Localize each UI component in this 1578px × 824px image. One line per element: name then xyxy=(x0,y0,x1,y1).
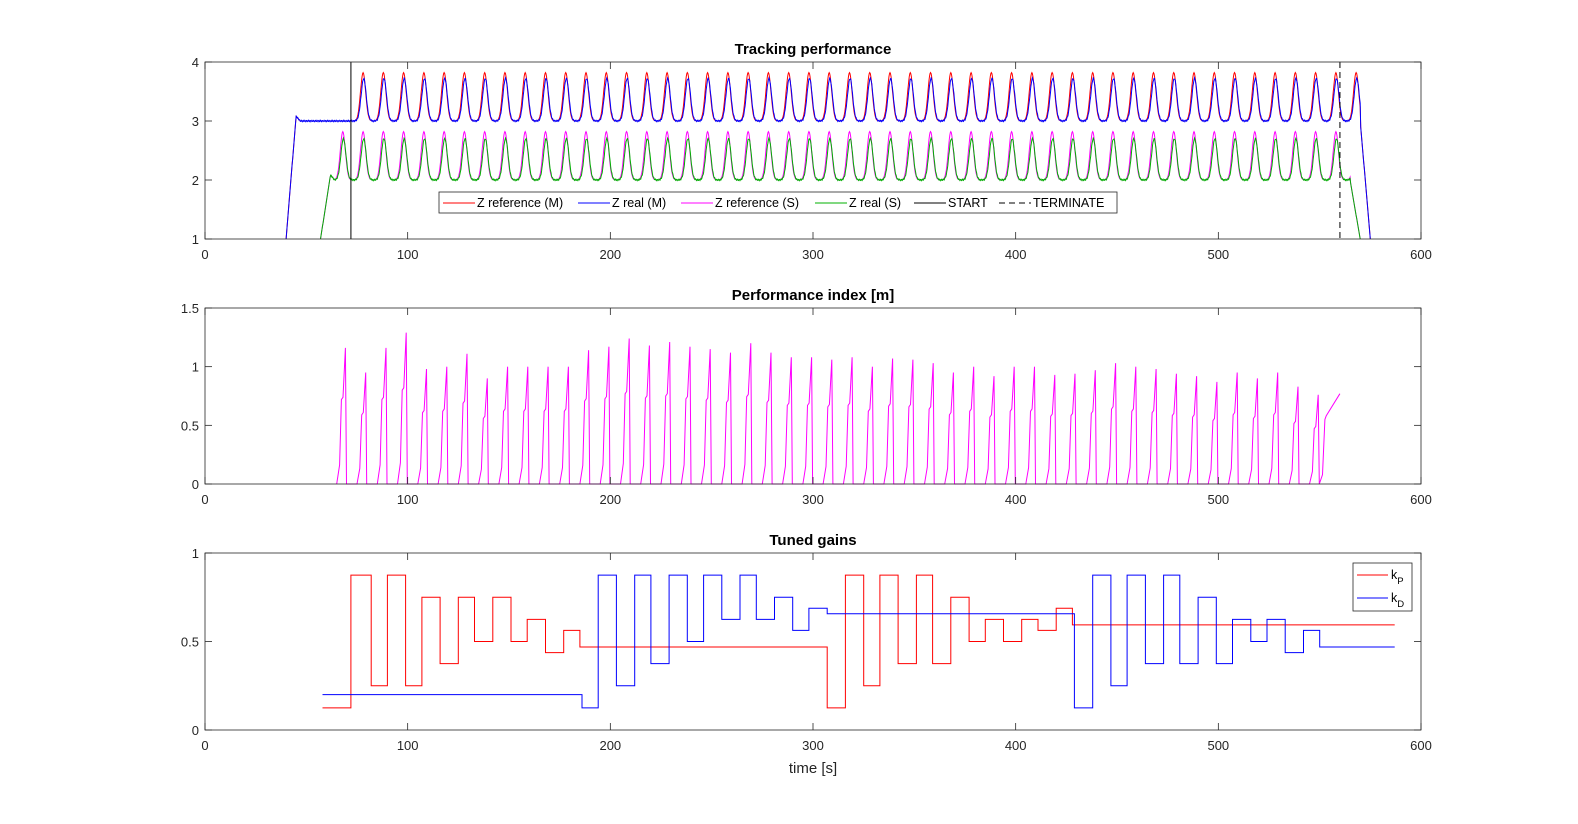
tracking-legend: Z reference (M) Z real (M) Z reference (… xyxy=(438,191,1118,214)
gains-series-group xyxy=(322,574,1395,709)
performance-y-tick-label: 0 xyxy=(192,477,199,492)
gains-x-tick-label: 100 xyxy=(397,738,419,753)
legend-label-z-real-m: Z real (M) xyxy=(612,196,666,210)
tracking-axes: 0 100 200 300 400 500 600 1 2 3 4 xyxy=(192,55,1432,262)
performance-y-tick-label: 1 xyxy=(192,360,199,375)
gains-x-tick-label: 600 xyxy=(1410,738,1432,753)
legend-label-start: START xyxy=(948,196,988,210)
legend-label-z-reference-s: Z reference (S) xyxy=(715,196,799,210)
performance-index-panel: Performance index [m] 0 100 200 300 400 500 60… xyxy=(181,287,1432,507)
performance-x-tick-label: 600 xyxy=(1410,492,1432,507)
performance-x-tick-label: 400 xyxy=(1005,492,1027,507)
tracking-y-tick-label: 1 xyxy=(192,232,199,247)
gains-y-tick-label: 0.5 xyxy=(181,635,199,650)
legend-label-terminate: TERMINATE xyxy=(1033,196,1104,210)
tuned-gains-panel: Tuned gains 0 100 200 300 400 500 600 0 0.5 1 tim… xyxy=(181,532,1432,777)
tracking-legend-box xyxy=(438,191,1118,214)
series-line-performance-index xyxy=(336,332,1341,485)
performance-plot-area xyxy=(205,308,1421,484)
tracking-x-tick-label: 600 xyxy=(1410,247,1432,262)
gains-x-tick-label: 500 xyxy=(1207,738,1229,753)
legend-label-z-real-s: Z real (S) xyxy=(849,196,901,210)
tracking-x-tick-label: 500 xyxy=(1207,247,1229,262)
performance-axes: 0 100 200 300 400 500 600 0 0.5 1 1.5 xyxy=(181,301,1432,507)
gains-legend-box xyxy=(1352,562,1413,612)
gains-y-tick-label: 0 xyxy=(192,723,199,738)
tracking-y-tick-label: 2 xyxy=(192,173,199,188)
tracking-series-group xyxy=(285,62,1371,240)
gains-x-tick-label: 300 xyxy=(802,738,824,753)
tracking-x-tick-label: 400 xyxy=(1005,247,1027,262)
performance-series-group xyxy=(336,332,1341,485)
gains-legend: kP kD xyxy=(1352,562,1413,612)
performance-y-tick-label: 0.5 xyxy=(181,418,199,433)
performance-y-tick-label: 1.5 xyxy=(181,301,199,316)
gains-plot-area xyxy=(205,553,1421,730)
legend-label-kd: kD xyxy=(1391,591,1404,610)
performance-x-tick-label: 100 xyxy=(397,492,419,507)
tracking-title: Tracking performance xyxy=(735,41,892,58)
performance-x-tick-label: 500 xyxy=(1207,492,1229,507)
legend-label-z-reference-m: Z reference (M) xyxy=(477,196,563,210)
performance-x-tick-label: 0 xyxy=(201,492,208,507)
series-line-kd xyxy=(322,574,1395,709)
gains-axes: 0 100 200 300 400 500 600 0 0.5 1 xyxy=(181,546,1432,753)
gains-x-tick-label: 0 xyxy=(201,738,208,753)
tracking-x-tick-label: 100 xyxy=(397,247,419,262)
tracking-x-tick-label: 300 xyxy=(802,247,824,262)
gains-x-axis-label: time [s] xyxy=(789,760,837,777)
gains-x-tick-label: 400 xyxy=(1005,738,1027,753)
gains-y-tick-label: 1 xyxy=(192,546,199,561)
gains-x-tick-label: 200 xyxy=(599,738,621,753)
gains-title: Tuned gains xyxy=(769,532,856,549)
tracking-x-tick-label: 200 xyxy=(599,247,621,262)
tracking-y-tick-label: 3 xyxy=(192,114,199,129)
performance-x-tick-label: 300 xyxy=(802,492,824,507)
series-line-z-real-m xyxy=(285,76,1371,240)
series-line-kp xyxy=(322,574,1395,709)
performance-x-tick-label: 200 xyxy=(599,492,621,507)
performance-title: Performance index [m] xyxy=(732,287,895,304)
tracking-y-tick-label: 4 xyxy=(192,55,199,70)
series-line-z-real-s xyxy=(320,136,1361,240)
legend-label-kp: kP xyxy=(1391,568,1404,587)
tracking-x-tick-label: 0 xyxy=(201,247,208,262)
tracking-performance-panel: Tracking performance 0 100 200 300 400 500 600… xyxy=(192,41,1432,262)
